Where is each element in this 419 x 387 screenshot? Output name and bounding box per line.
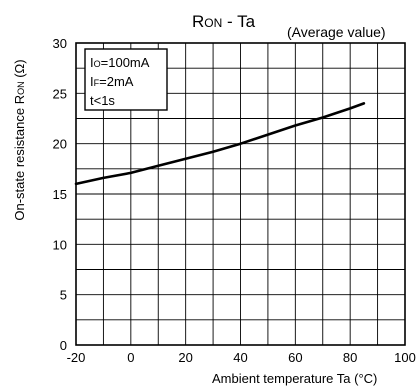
title-rest: - Ta — [222, 12, 255, 31]
x-tick-label-5: 80 — [343, 350, 357, 365]
condition-io-value: =100mA — [101, 55, 150, 70]
y-tick-label-0: 0 — [60, 338, 67, 353]
x-tick-label-1: 0 — [127, 350, 134, 365]
ylabel-main: On-state resistance R — [12, 95, 27, 221]
conditions-box-frame — [84, 48, 168, 111]
x-axis-label: Ambient temperature Ta (°C) — [212, 371, 377, 386]
condition-if-main: I — [90, 74, 94, 89]
condition-io: IO=100mA — [90, 55, 150, 70]
series-line-0 — [74, 102, 366, 186]
y-tick-label-5: 25 — [53, 86, 67, 101]
ylabel-unit: (Ω) — [12, 59, 27, 81]
condition-t: t<1s — [90, 93, 115, 108]
x-tick-label-2: 20 — [178, 350, 192, 365]
title-sub: ON — [204, 16, 222, 30]
condition-if: IF=2mA — [90, 74, 134, 89]
x-tick-label-4: 60 — [288, 350, 302, 365]
condition-t-main: t<1s — [90, 93, 115, 108]
chart-subtitle: (Average value) — [287, 24, 386, 40]
x-tick-label-3: 40 — [233, 350, 247, 365]
y-tick-label-4: 20 — [53, 137, 67, 152]
x-tick-label-6: 100 — [394, 350, 416, 365]
plot-frame — [75, 42, 406, 346]
series-layer — [74, 102, 366, 186]
conditions-box: IO=100mA IF=2mA t<1s — [84, 48, 168, 111]
condition-if-value: =2mA — [99, 74, 134, 89]
y-tick-label-2: 10 — [53, 237, 67, 252]
y-tick-label-1: 5 — [60, 288, 67, 303]
condition-io-main: I — [90, 55, 94, 70]
y-tick-label-6: 30 — [53, 36, 67, 51]
y-axis-label: On-state resistance RON (Ω) — [12, 59, 27, 220]
grid-layer — [76, 43, 405, 345]
ylabel-sub: ON — [16, 81, 26, 95]
condition-if-sub: F — [94, 78, 100, 88]
title-main: R — [192, 12, 204, 31]
condition-io-sub: O — [94, 59, 101, 69]
x-tick-label-0: -20 — [67, 350, 86, 365]
chart-title: RON - Ta — [192, 12, 256, 31]
y-tick-label-3: 15 — [53, 187, 67, 202]
